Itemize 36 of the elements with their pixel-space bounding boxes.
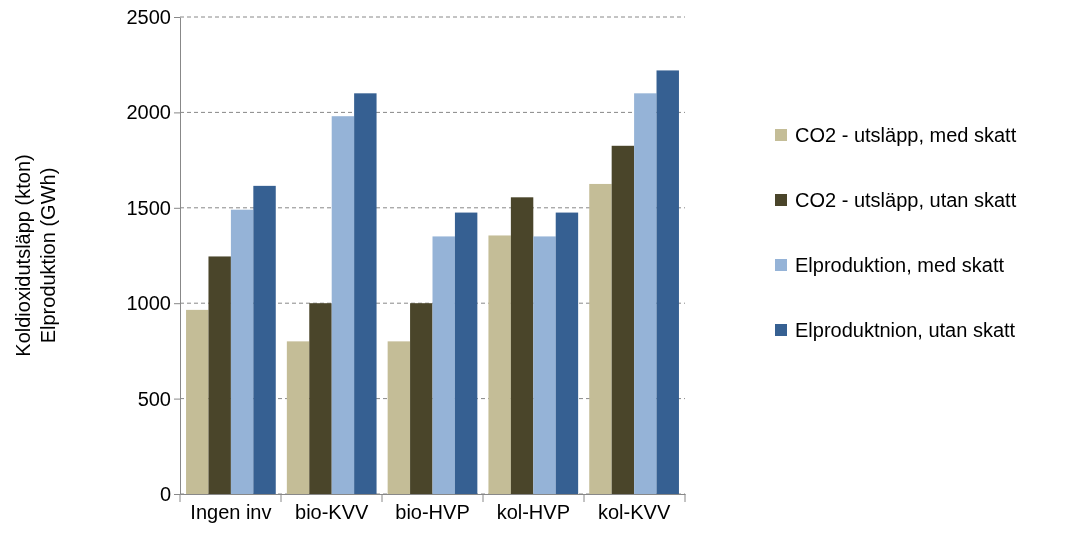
y-tick-label: 2500 [126,5,171,28]
bar [410,303,433,494]
bar [533,236,556,494]
x-tick-label: kol-HVP [496,501,570,523]
x-tick-label: bio-HVP [395,501,470,523]
y-tick-label: 1000 [126,292,171,315]
bar [555,212,579,494]
y-axis-title: Koldioxidutsläpp (kton) Elproduktion (GWh) [12,154,59,357]
bar [387,341,411,494]
x-tick-label: bio-KVV [295,501,370,523]
bar [589,183,612,494]
y-tick-label: 500 [137,387,171,410]
bar [432,236,455,494]
bar [253,185,276,494]
legend-label: CO2 - utsläpp, med skatt [795,124,1017,146]
bar [309,303,332,494]
legend-label: CO2 - utsläpp, utan skatt [795,189,1017,211]
bar [286,341,310,494]
bar [331,116,355,494]
bar [634,93,657,494]
bar [454,212,478,494]
legend-label: Elproduktion, med skatt [795,254,1005,276]
x-tick-label: Ingen inv [190,501,272,523]
y-tick-label: 1500 [126,196,171,219]
bar [488,235,511,494]
bar [186,309,209,494]
y-tick-label: 0 [159,482,171,505]
bar [611,145,635,494]
y-tick-label: 2000 [126,101,171,124]
legend-label: Elproduktnion, utan skatt [795,319,1016,341]
bar [656,70,679,494]
bar [354,93,377,494]
x-tick-label: kol-KVV [597,501,671,523]
bar [230,209,254,494]
bar [510,197,534,494]
bar [208,256,231,494]
